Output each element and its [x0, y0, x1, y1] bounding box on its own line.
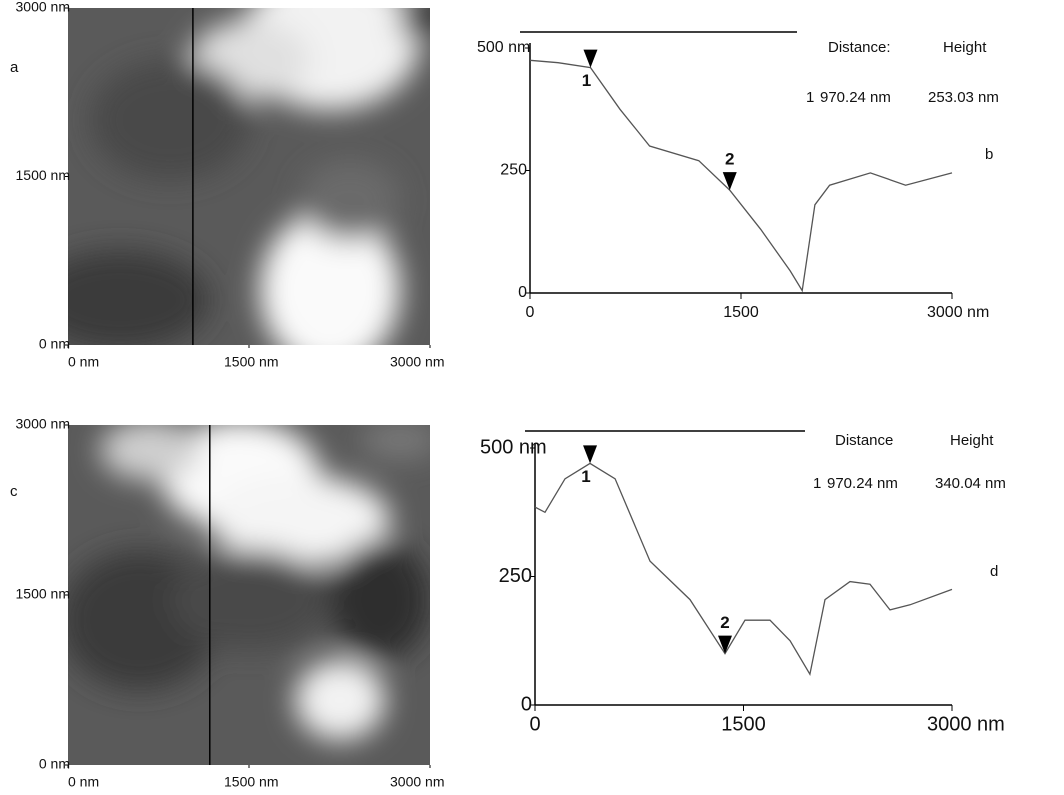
x-tick-label: 1500 nm	[224, 774, 278, 790]
profile-line	[529, 59, 953, 293]
x-tick-label: 0 nm	[68, 774, 99, 790]
readout-distance: 970.24 nm	[820, 89, 891, 106]
y-tick-label: 0 nm	[39, 756, 70, 772]
image-texture	[68, 8, 430, 345]
x-tick-label: 3000 nm	[390, 774, 444, 790]
image-blob	[170, 550, 330, 650]
cursor-label: 2	[725, 150, 734, 169]
x-tick-label: 3000 nm	[927, 713, 1005, 735]
x-tick-label: 0 nm	[68, 354, 99, 370]
y-tick-label: 500 nm	[477, 39, 530, 56]
y-tick-label: 3000 nm	[16, 0, 70, 15]
readout-index: 1	[813, 475, 821, 492]
image-blob	[68, 250, 210, 345]
cursor-label: 1	[582, 71, 591, 90]
panel-label: d	[990, 563, 998, 580]
y-tick-label: 250	[499, 565, 532, 587]
y-tick-label: 3000 nm	[16, 416, 70, 432]
panel-label: b	[985, 146, 993, 163]
image-blob	[210, 475, 390, 565]
image-blob	[100, 425, 200, 480]
readout-height: 253.03 nm	[928, 89, 999, 106]
cursor-marker	[718, 635, 733, 654]
readout-header: Height	[943, 39, 987, 56]
cursor-label: 2	[720, 613, 729, 632]
image-blob	[360, 425, 430, 460]
image-blob	[330, 540, 430, 660]
image-blob	[90, 60, 250, 180]
readout-height: 340.04 nm	[935, 475, 1006, 492]
afm-image	[68, 425, 430, 765]
readout-distance: 970.24 nm	[827, 475, 898, 492]
x-tick-label: 0	[526, 304, 535, 321]
readout-header: Distance	[835, 432, 893, 449]
y-tick-label: 500 nm	[480, 436, 547, 458]
profile-line	[534, 462, 953, 676]
y-tick-label: 1500 nm	[16, 586, 70, 602]
x-tick-label: 1500 nm	[224, 354, 278, 370]
cursor-label: 1	[581, 467, 590, 486]
afm-image	[68, 8, 430, 345]
panel-label: a	[10, 59, 19, 76]
y-tick-label: 0	[518, 284, 527, 301]
x-tick-label: 3000 nm	[927, 304, 989, 321]
cursor-marker	[583, 445, 598, 464]
readout-index: 1	[806, 89, 814, 106]
x-tick-label: 3000 nm	[390, 354, 444, 370]
cursor-marker	[583, 49, 598, 68]
readout-header: Distance:	[828, 39, 891, 56]
y-tick-label: 0 nm	[39, 336, 70, 352]
x-tick-label: 1500	[721, 713, 766, 735]
y-tick-label: 1500 nm	[16, 167, 70, 183]
x-tick-label: 1500	[723, 304, 759, 321]
image-blob	[300, 160, 400, 240]
image-blob	[295, 660, 385, 740]
panel-label: c	[10, 483, 18, 500]
x-tick-label: 0	[529, 713, 540, 735]
readout-header: Height	[950, 432, 994, 449]
cursor-marker	[722, 172, 737, 191]
y-tick-label: 250	[500, 162, 527, 179]
image-blob	[400, 8, 430, 40]
image-blob	[260, 210, 400, 345]
y-tick-label: 0	[521, 693, 532, 715]
